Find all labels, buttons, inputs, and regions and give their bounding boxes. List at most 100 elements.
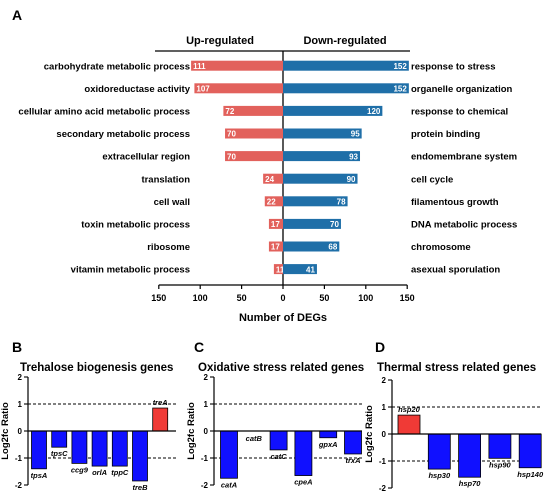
down-bar-value: 152 (393, 62, 407, 71)
gene-label: tpsA (31, 471, 48, 480)
down-bar-value: 78 (337, 198, 346, 207)
y-tick-label: -1 (201, 454, 209, 463)
up-bar-value: 24 (265, 175, 274, 184)
panel-title: Thermal stress related genes (377, 362, 536, 374)
gene-label: hsp30 (428, 471, 451, 480)
up-bar-value: 17 (271, 220, 280, 229)
gene-label: hsp70 (459, 479, 482, 488)
down-regulated-heading: Down-regulated (303, 35, 386, 47)
gene-label: treB (132, 483, 148, 492)
up-bar (225, 128, 283, 139)
down-bar (283, 105, 383, 116)
up-bar-value: 107 (196, 85, 210, 94)
up-category-label: extracellular region (102, 152, 190, 163)
up-category-label: vitamin metabolic process (71, 265, 190, 276)
down-category-label: protein binding (411, 129, 480, 140)
y-tick-label: 2 (382, 376, 387, 385)
up-bar-value: 111 (193, 62, 206, 71)
up-bar (194, 83, 283, 94)
down-category-label: asexual sporulation (411, 265, 500, 276)
up-bar-value: 22 (267, 198, 276, 207)
x-tick-label: 50 (319, 293, 329, 303)
up-category-label: translation (141, 174, 190, 185)
y-tick-label: 1 (18, 400, 23, 409)
up-category-label: ribosome (147, 242, 190, 253)
bar (152, 407, 169, 432)
down-bar (283, 218, 341, 229)
y-axis-title: Log2fc Ratio (0, 402, 11, 460)
down-bar-value: 41 (306, 265, 315, 274)
down-bar (283, 60, 409, 71)
x-tick-label: 100 (358, 293, 373, 303)
x-tick-label: 150 (151, 293, 166, 303)
bar (458, 433, 482, 478)
down-bar-value: 95 (351, 130, 360, 139)
gene-label: ccg9 (71, 465, 89, 474)
bar (294, 430, 313, 476)
gene-label: trxA (345, 456, 360, 465)
up-bar-value: 17 (271, 243, 280, 252)
down-bar (283, 173, 358, 184)
down-bar-value: 68 (328, 243, 337, 252)
up-category-label: carbohydrate metabolic process (44, 61, 190, 72)
panel-d: D Thermal stress related genes Log2fc Rati… (364, 339, 544, 493)
up-bar-value: 70 (227, 152, 236, 161)
y-tick-label: 0 (204, 427, 209, 436)
panel-label: B (12, 339, 22, 355)
gene-label: hsp20 (398, 405, 421, 414)
y-tick-label: -2 (379, 484, 387, 493)
up-category-label: cellular amino acid metabolic process (18, 107, 190, 118)
bar (220, 430, 238, 479)
up-category-label: toxin metabolic process (81, 220, 190, 231)
y-axis-title: Log2fc Ratio (186, 402, 197, 460)
y-axis-title: Log2fc Ratio (364, 405, 375, 463)
down-bar (283, 151, 361, 162)
bar (518, 433, 542, 469)
y-tick-label: -1 (379, 457, 387, 466)
x-axis-title: Number of DEGs (239, 312, 327, 324)
x-tick-label: 100 (193, 293, 208, 303)
y-tick-label: 0 (382, 430, 387, 439)
bar (71, 430, 88, 464)
y-tick-label: 2 (18, 373, 23, 382)
up-bar (264, 196, 283, 207)
bar (91, 430, 108, 467)
up-category-label: secondary metabolic process (56, 129, 190, 140)
down-category-label: organelle organization (411, 84, 513, 95)
down-category-label: response to stress (411, 61, 495, 72)
panel-a: A Up-regulated Down-regulated 111carbohydra… (12, 7, 517, 324)
panel-title: Oxidative stress related genes (198, 362, 364, 374)
panel-c: C Oxidative stress related genes Log2fc Ra… (186, 339, 364, 490)
down-bar (283, 196, 348, 207)
gene-label: tpsC (51, 449, 68, 458)
down-category-label: filamentous growth (411, 197, 499, 208)
up-bar (191, 60, 283, 71)
gene-label: tppC (111, 468, 129, 477)
y-tick-label: -2 (15, 481, 23, 490)
bar (51, 430, 68, 448)
bar (111, 430, 128, 467)
down-bar-value: 93 (349, 152, 358, 161)
down-category-label: cell cycle (411, 174, 453, 185)
gene-label: catB (246, 434, 263, 443)
gene-label: gpxA (318, 440, 338, 449)
bar (397, 414, 421, 435)
up-bar (263, 173, 283, 184)
down-category-label: chromosome (411, 242, 471, 253)
down-bar-value: 70 (330, 220, 339, 229)
x-tick-label: 150 (400, 293, 415, 303)
down-bar (283, 264, 317, 275)
y-tick-label: 0 (18, 427, 23, 436)
bar (427, 433, 451, 470)
y-tick-label: -2 (201, 481, 209, 490)
up-bar-value: 70 (227, 130, 236, 139)
up-bar (273, 264, 283, 275)
up-regulated-heading: Up-regulated (186, 35, 254, 47)
down-bar-value: 120 (367, 107, 381, 116)
panel-label: D (375, 339, 385, 355)
down-category-label: endomembrane system (411, 152, 517, 163)
bar (488, 433, 512, 459)
y-tick-label: 1 (382, 403, 387, 412)
gene-label: hsp90 (489, 460, 512, 469)
